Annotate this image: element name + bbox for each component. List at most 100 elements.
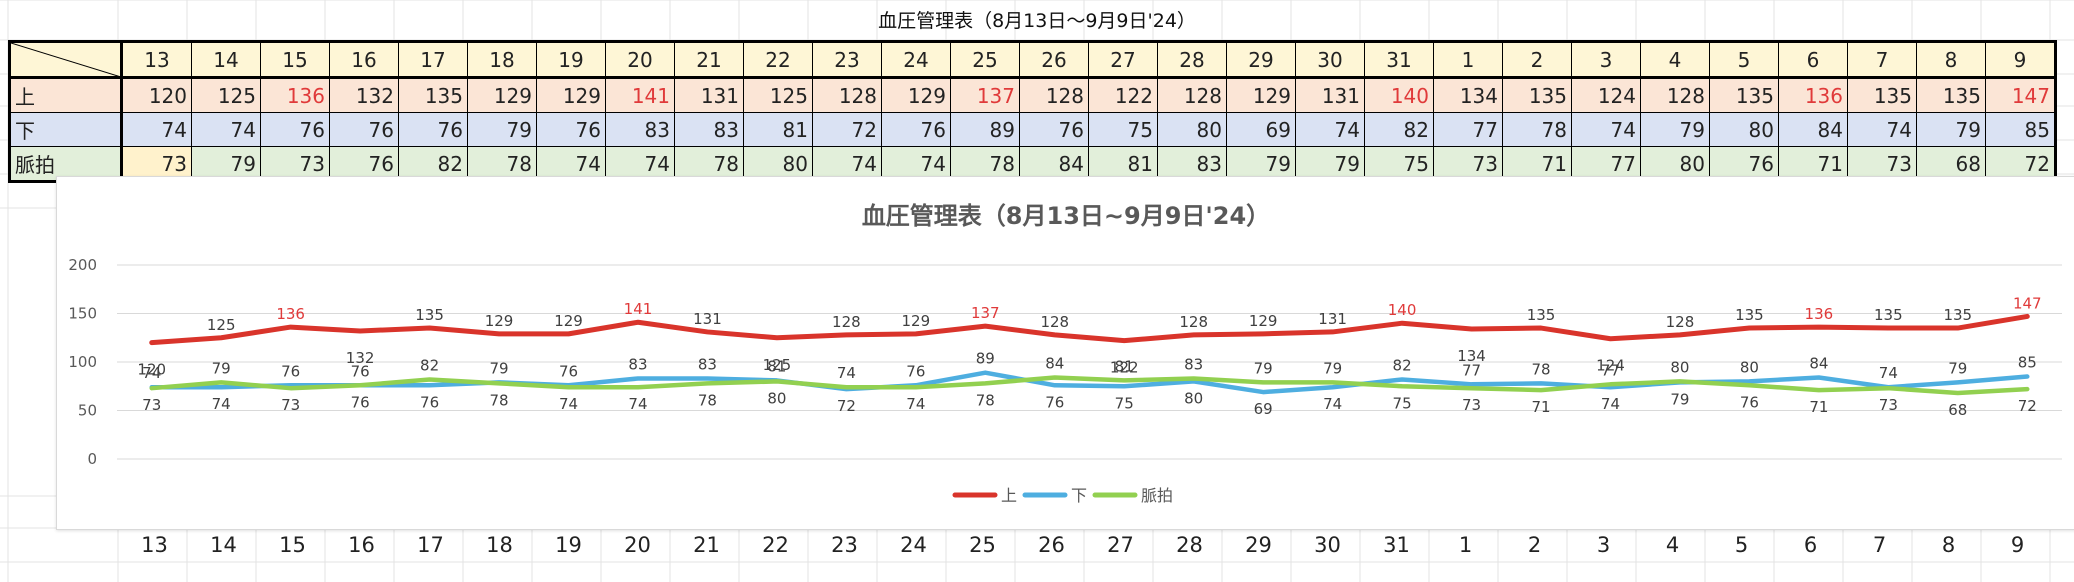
day-header-cell[interactable]: 29	[1226, 41, 1296, 79]
day-header-cell[interactable]: 21	[674, 41, 744, 79]
bottom-day-cell[interactable]: 21	[693, 533, 720, 557]
day-header-cell[interactable]: 22	[743, 41, 813, 79]
day-header-cell[interactable]: 3	[1571, 41, 1641, 79]
upper-value-cell[interactable]: 135	[1847, 77, 1917, 113]
lower-value-cell[interactable]: 76	[398, 112, 468, 147]
lower-value-cell[interactable]: 79	[1640, 112, 1710, 147]
bottom-day-cell[interactable]: 31	[1383, 533, 1410, 557]
upper-value-cell[interactable]: 135	[1502, 77, 1572, 113]
bottom-day-cell[interactable]: 28	[1176, 533, 1203, 557]
upper-value-cell[interactable]: 128	[1019, 77, 1089, 113]
day-header-cell[interactable]: 2	[1502, 41, 1572, 79]
pulse-value-cell[interactable]: 73	[1433, 146, 1503, 182]
bottom-day-cell[interactable]: 19	[555, 533, 582, 557]
bottom-day-cell[interactable]: 1	[1458, 533, 1473, 557]
day-header-cell[interactable]: 13	[121, 41, 192, 79]
upper-value-cell[interactable]: 129	[467, 77, 537, 113]
upper-value-cell[interactable]: 120	[121, 77, 192, 113]
upper-value-cell[interactable]: 140	[1364, 77, 1434, 113]
day-header-cell[interactable]: 23	[812, 41, 882, 79]
bottom-day-cell[interactable]: 13	[141, 533, 168, 557]
lower-value-cell[interactable]: 72	[812, 112, 882, 147]
upper-value-cell[interactable]: 128	[1640, 77, 1710, 113]
lower-value-cell[interactable]: 74	[121, 112, 192, 147]
series-line[interactable]	[149, 375, 2030, 396]
lower-value-cell[interactable]: 78	[1502, 112, 1572, 147]
bottom-day-cell[interactable]: 30	[1314, 533, 1341, 557]
lower-value-cell[interactable]: 74	[1295, 112, 1365, 147]
bottom-day-cell[interactable]: 7	[1872, 533, 1887, 557]
bottom-day-cell[interactable]: 29	[1245, 533, 1272, 557]
bottom-day-cell[interactable]: 27	[1107, 533, 1134, 557]
lower-value-cell[interactable]: 79	[1916, 112, 1986, 147]
day-header-cell[interactable]: 16	[329, 41, 399, 79]
lower-value-cell[interactable]: 76	[536, 112, 606, 147]
series-line[interactable]	[149, 313, 2030, 346]
upper-value-cell[interactable]: 135	[1709, 77, 1779, 113]
lower-value-cell[interactable]: 75	[1088, 112, 1158, 147]
upper-value-cell[interactable]: 141	[605, 77, 675, 113]
chart-area[interactable]: 血圧管理表（8月13日~9月9日'24） 0 50 100 150 200 120 125 13…	[56, 176, 2074, 530]
upper-value-cell[interactable]: 132	[329, 77, 399, 113]
day-header-cell[interactable]: 25	[950, 41, 1020, 79]
corner-cell[interactable]	[9, 41, 123, 79]
lower-value-cell[interactable]: 80	[1157, 112, 1227, 147]
lower-value-cell[interactable]: 76	[329, 112, 399, 147]
lower-value-cell[interactable]: 80	[1709, 112, 1779, 147]
pulse-value-cell[interactable]: 68	[1916, 146, 1986, 182]
day-header-cell[interactable]: 30	[1295, 41, 1365, 79]
pulse-value-cell[interactable]: 83	[1157, 146, 1227, 182]
day-header-cell[interactable]: 19	[536, 41, 606, 79]
lower-value-cell[interactable]: 83	[605, 112, 675, 147]
day-header-cell[interactable]: 18	[467, 41, 537, 79]
lower-value-cell[interactable]: 84	[1778, 112, 1848, 147]
upper-value-cell[interactable]: 147	[1985, 77, 2056, 113]
day-header-cell[interactable]: 17	[398, 41, 468, 79]
lower-row-label[interactable]: 下	[9, 112, 123, 147]
lower-value-cell[interactable]: 79	[467, 112, 537, 147]
upper-value-cell[interactable]: 136	[1778, 77, 1848, 113]
lower-value-cell[interactable]: 74	[1847, 112, 1917, 147]
day-header-cell[interactable]: 8	[1916, 41, 1986, 79]
bottom-day-cell[interactable]: 5	[1734, 533, 1749, 557]
day-header-cell[interactable]: 31	[1364, 41, 1434, 79]
day-header-cell[interactable]: 1	[1433, 41, 1503, 79]
upper-value-cell[interactable]: 128	[1157, 77, 1227, 113]
lower-value-cell[interactable]: 85	[1985, 112, 2056, 147]
lower-value-cell[interactable]: 81	[743, 112, 813, 147]
upper-value-cell[interactable]: 134	[1433, 77, 1503, 113]
upper-value-cell[interactable]: 129	[536, 77, 606, 113]
bottom-day-cell[interactable]: 8	[1941, 533, 1956, 557]
upper-row-label[interactable]: 上	[9, 77, 123, 113]
lower-value-cell[interactable]: 74	[1571, 112, 1641, 147]
bottom-day-cell[interactable]: 9	[2010, 533, 2025, 557]
lower-value-cell[interactable]: 76	[1019, 112, 1089, 147]
bottom-day-cell[interactable]: 23	[831, 533, 858, 557]
day-header-cell[interactable]: 20	[605, 41, 675, 79]
upper-value-cell[interactable]: 122	[1088, 77, 1158, 113]
pulse-value-cell[interactable]: 79	[1295, 146, 1365, 182]
lower-value-cell[interactable]: 77	[1433, 112, 1503, 147]
day-header-cell[interactable]: 27	[1088, 41, 1158, 79]
bottom-day-cell[interactable]: 17	[417, 533, 444, 557]
day-header-cell[interactable]: 24	[881, 41, 951, 79]
day-header-cell[interactable]: 5	[1709, 41, 1779, 79]
day-header-cell[interactable]: 7	[1847, 41, 1917, 79]
lower-value-cell[interactable]: 76	[881, 112, 951, 147]
day-header-cell[interactable]: 9	[1985, 41, 2056, 79]
bottom-day-cell[interactable]: 4	[1665, 533, 1680, 557]
bottom-day-cell[interactable]: 22	[762, 533, 789, 557]
lower-value-cell[interactable]: 89	[950, 112, 1020, 147]
bottom-day-cell[interactable]: 18	[486, 533, 513, 557]
day-header-cell[interactable]: 28	[1157, 41, 1227, 79]
upper-value-cell[interactable]: 137	[950, 77, 1020, 113]
lower-value-cell[interactable]: 83	[674, 112, 744, 147]
bottom-day-cell[interactable]: 20	[624, 533, 651, 557]
bottom-day-cell[interactable]: 14	[210, 533, 237, 557]
bottom-day-cell[interactable]: 24	[900, 533, 927, 557]
pulse-value-cell[interactable]: 78	[674, 146, 744, 182]
day-header-cell[interactable]: 6	[1778, 41, 1848, 79]
upper-value-cell[interactable]: 129	[881, 77, 951, 113]
upper-value-cell[interactable]: 135	[398, 77, 468, 113]
bottom-day-cell[interactable]: 15	[279, 533, 306, 557]
